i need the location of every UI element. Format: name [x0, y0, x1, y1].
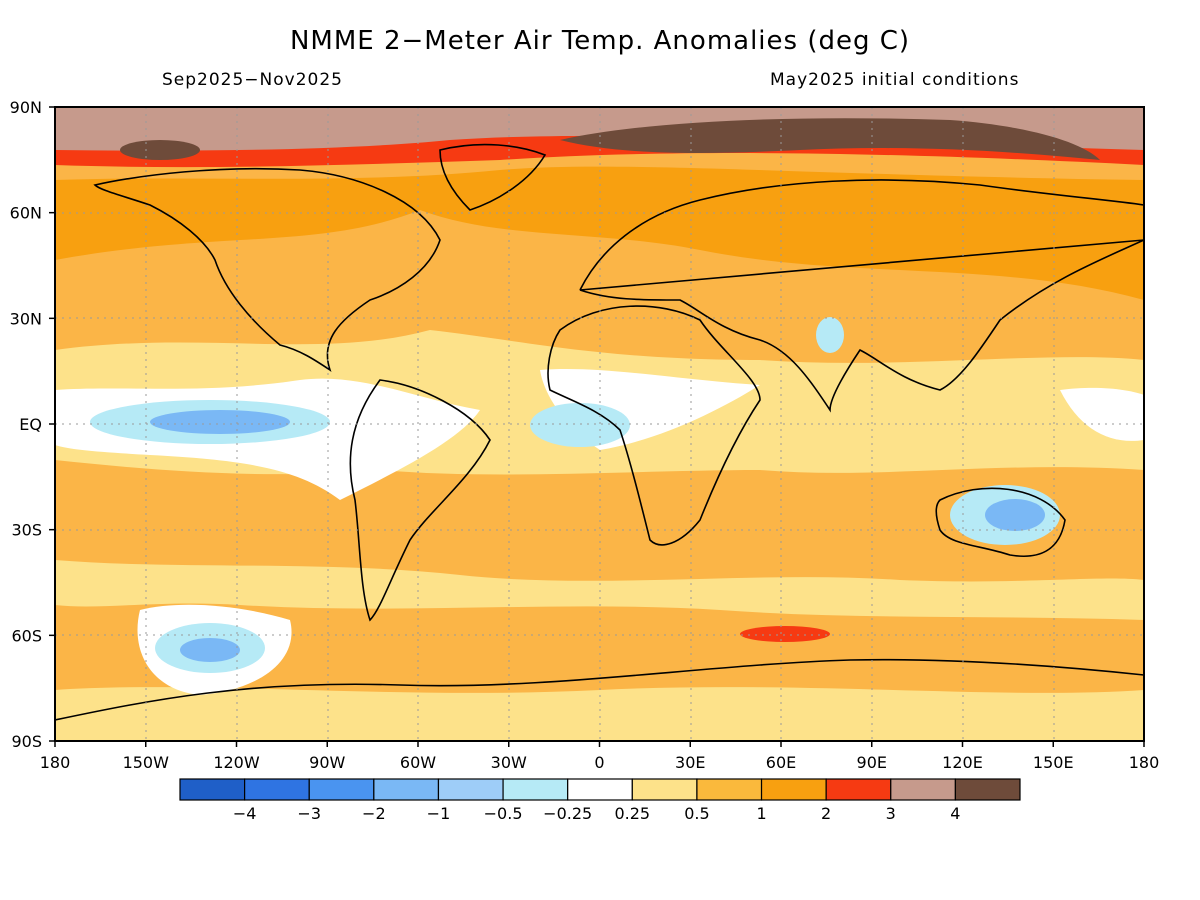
lat-tick-label: 90S — [11, 732, 42, 751]
lon-tick-label: 150E — [1033, 753, 1074, 772]
field-zone-antarctic-yellow — [55, 687, 1144, 741]
field-cool-atlantic — [530, 403, 630, 447]
colorbar-swatch — [760, 778, 827, 801]
colorbar-label: −1 — [427, 804, 451, 823]
colorbar-swatch — [502, 778, 569, 801]
coastlines — [55, 143, 1144, 721]
lon-tick-label: 120W — [213, 753, 260, 772]
field-cool-pacific-core — [150, 410, 290, 434]
graticule — [55, 107, 1144, 741]
longitude-axis: 180 150W 120W 90W 60W 30W 0 30E 60E 90E 120E 150E 18… — [40, 753, 1160, 772]
colorbar-label: 0.25 — [614, 804, 650, 823]
colorbar-swatch — [567, 778, 633, 801]
lat-tick-label: EQ — [19, 415, 42, 434]
lon-tick-label: 60E — [766, 753, 796, 772]
lon-tick-label: 180 — [40, 753, 71, 772]
forecast-period: Sep2025−Nov2025 — [162, 70, 343, 90]
coast-south-america — [349, 379, 491, 622]
lon-tick-label: 180 — [1129, 753, 1160, 772]
colorbar-label: −4 — [233, 804, 257, 823]
lon-tick-label: 0 — [594, 753, 604, 772]
coast-antarctica — [55, 658, 1144, 721]
colorbar-label: 4 — [950, 804, 960, 823]
colorbar-swatch — [890, 778, 956, 801]
lat-tick-label: 60S — [11, 626, 42, 645]
lon-tick-label: 30W — [491, 753, 527, 772]
coast-greenland — [439, 143, 547, 211]
initial-conditions: May2025 initial conditions — [770, 70, 1020, 90]
anomaly-field — [55, 107, 1144, 741]
colorbar-swatch — [825, 778, 892, 801]
lon-tick-label: 90W — [309, 753, 345, 772]
field-southern-ocean-hot — [740, 626, 830, 642]
colorbar-swatch — [696, 778, 763, 801]
lon-tick-label: 90E — [857, 753, 887, 772]
colorbar-swatch — [179, 778, 246, 801]
lat-tick-label: 30S — [11, 521, 42, 540]
colorbar-label: 0.5 — [684, 804, 709, 823]
lon-tick-label: 150W — [123, 753, 170, 772]
coast-australia — [935, 487, 1066, 557]
map-title: NMME 2−Meter Air Temp. Anomalies (deg C) — [289, 26, 911, 56]
colorbar-label: −2 — [362, 804, 386, 823]
axis-ticks — [49, 106, 1145, 747]
lat-tick-label: 30N — [10, 309, 42, 328]
field-cool-australia-core — [985, 499, 1045, 531]
colorbar-swatch — [954, 778, 1021, 801]
colorbar-swatch — [308, 778, 375, 801]
colorbar-swatch — [631, 778, 698, 801]
lat-tick-label: 60N — [10, 204, 42, 223]
field-cool-south-asia — [816, 317, 844, 353]
field-cool-south-pacific-core — [180, 638, 240, 662]
lon-tick-label: 120E — [942, 753, 983, 772]
colorbar-legend — [179, 778, 1021, 801]
colorbar-label: −3 — [297, 804, 321, 823]
latitude-axis: 90N 60N 30N EQ 30S 60S 90S — [10, 98, 42, 751]
colorbar-label: −0.25 — [543, 804, 592, 823]
coast-eurasia — [579, 179, 1144, 413]
field-neutral-west-pacific — [1060, 387, 1144, 441]
lon-tick-label: 60W — [400, 753, 436, 772]
coast-africa — [547, 305, 761, 546]
lat-tick-label: 90N — [10, 98, 42, 117]
colorbar-label: 2 — [821, 804, 831, 823]
colorbar-label: −0.5 — [484, 804, 523, 823]
colorbar-label: 3 — [886, 804, 896, 823]
colorbar-swatch — [373, 778, 440, 801]
field-arctic-extreme-west — [120, 140, 200, 160]
field-arctic-extreme — [560, 118, 1100, 160]
coast-north-america — [93, 167, 441, 372]
colorbar-label: 1 — [756, 804, 766, 823]
colorbar-labels: −4 −3 −2 −1 −0.5 −0.25 0.25 0.5 1 2 3 4 — [233, 804, 961, 823]
lon-tick-label: 30E — [675, 753, 705, 772]
colorbar-swatch — [437, 778, 504, 801]
colorbar-swatch — [244, 778, 310, 801]
